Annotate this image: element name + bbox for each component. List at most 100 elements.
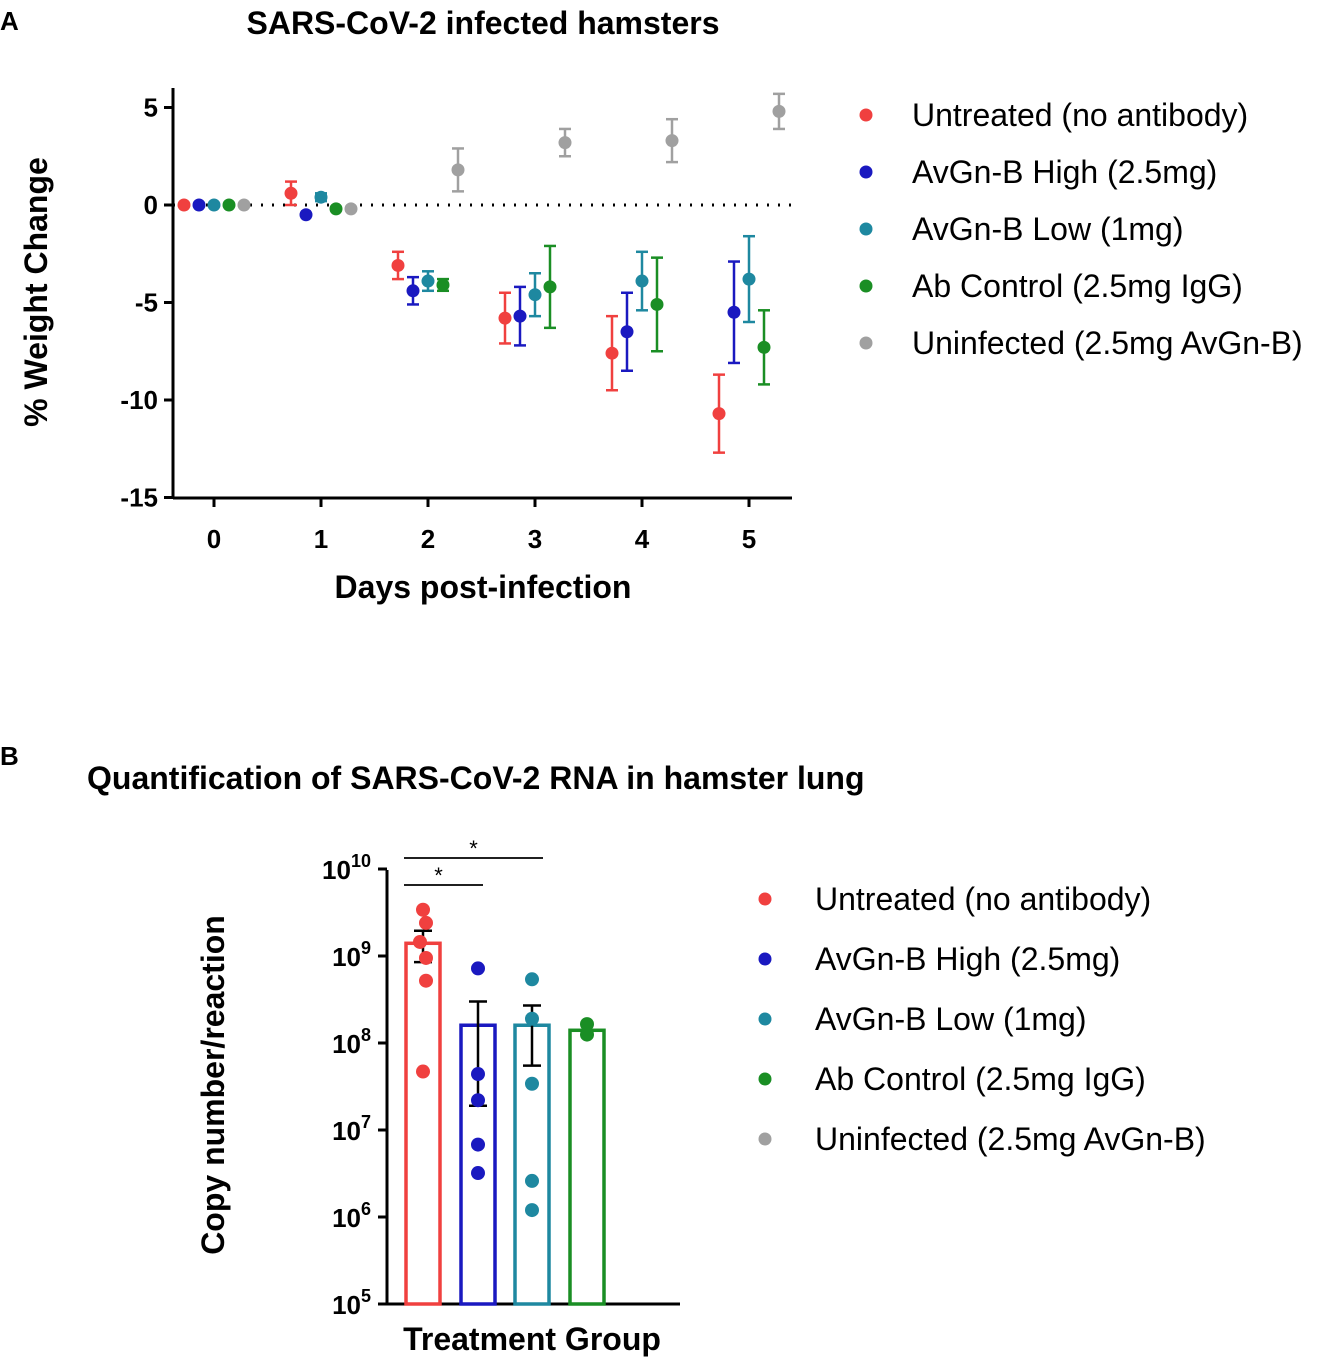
y-tick-base: 10 [332, 942, 361, 972]
data-point [605, 346, 619, 360]
bar [513, 1023, 551, 1306]
data-point [635, 274, 649, 288]
legend-marker [859, 336, 873, 350]
y-tick-label: 108 [332, 1025, 371, 1059]
legend-marker [758, 892, 772, 906]
data-point [471, 1093, 485, 1108]
y-tick-label: 107 [332, 1112, 371, 1146]
data-point [650, 297, 664, 311]
data-point [177, 198, 191, 212]
data-point [329, 202, 343, 216]
data-point [416, 1064, 430, 1079]
data-point [406, 284, 420, 298]
data-point [513, 309, 527, 323]
y-tick-base: 10 [332, 1290, 361, 1320]
data-point [421, 274, 435, 288]
panel-b-label: B [0, 741, 19, 771]
legend-marker [758, 1072, 772, 1086]
panel-a-y-ticks: 5 0 -5 -10 -15 [120, 93, 173, 513]
y-tick-label: 105 [332, 1286, 371, 1320]
data-point [237, 198, 251, 212]
panel-b: B Quantification of SARS-CoV-2 RNA in ha… [0, 741, 1206, 1357]
data-point [742, 272, 756, 286]
legend-label: AvGn-B Low (1mg) [815, 1001, 1087, 1037]
y-tick-exponent: 7 [361, 1112, 371, 1132]
y-tick-label: 5 [144, 93, 158, 123]
legend-marker [859, 279, 873, 293]
legend-label: Uninfected (2.5mg AvGn-B) [912, 325, 1303, 361]
data-point [419, 915, 433, 930]
legend-label: AvGn-B High (2.5mg) [912, 154, 1217, 190]
y-tick-base: 10 [332, 1203, 361, 1233]
y-tick-base: 10 [322, 855, 351, 885]
y-tick-label: 109 [332, 938, 371, 972]
legend-marker [758, 1012, 772, 1026]
data-point [580, 1027, 594, 1042]
panel-b-legend: Untreated (no antibody) AvGn-B High (2.5m… [758, 881, 1206, 1157]
data-point [665, 134, 679, 148]
data-point [391, 258, 405, 272]
y-tick-exponent: 10 [351, 851, 371, 871]
data-point [299, 208, 313, 222]
legend-marker [859, 165, 873, 179]
data-point [284, 186, 298, 200]
x-tick-label: 3 [528, 524, 542, 554]
y-tick-label: 106 [332, 1199, 371, 1233]
data-point [344, 202, 358, 216]
legend-label: Ab Control (2.5mg IgG) [912, 268, 1243, 304]
panel-a-title: SARS-CoV-2 infected hamsters [246, 5, 719, 41]
panel-a-legend: Untreated (no antibody) AvGn-B High (2.5m… [859, 97, 1303, 361]
data-point [207, 198, 221, 212]
panel-b-bars [404, 929, 606, 1306]
legend-label: AvGn-B High (2.5mg) [815, 941, 1120, 977]
data-point [727, 305, 741, 319]
data-point [498, 311, 512, 325]
panel-b-significance-brackets: ** [404, 836, 543, 888]
legend-label: Ab Control (2.5mg IgG) [815, 1061, 1146, 1097]
x-tick-label: 4 [635, 524, 650, 554]
data-point [528, 288, 542, 302]
x-tick-label: 0 [207, 524, 221, 554]
data-point [451, 163, 465, 177]
significance-star: * [469, 836, 478, 861]
data-point [416, 902, 430, 917]
data-point [222, 198, 236, 212]
data-point [525, 972, 539, 987]
data-point [471, 1166, 485, 1181]
data-point [712, 407, 726, 421]
panel-a-x-ticks: 0 1 2 3 4 5 [207, 498, 756, 554]
data-point [772, 104, 786, 118]
data-point [543, 280, 557, 294]
y-tick-label: 1010 [322, 851, 371, 885]
bar [404, 941, 442, 1306]
data-point [419, 973, 433, 988]
legend-marker [758, 1132, 772, 1146]
data-point [471, 1067, 485, 1082]
panel-b-y-axis-label: Copy number/reaction [195, 915, 231, 1255]
data-point [525, 1173, 539, 1188]
data-point [757, 340, 771, 354]
data-point [471, 1137, 485, 1152]
legend-label: Uninfected (2.5mg AvGn-B) [815, 1121, 1206, 1157]
y-tick-exponent: 6 [361, 1199, 371, 1219]
data-point [471, 961, 485, 976]
x-tick-label: 5 [742, 524, 756, 554]
panel-a-x-axis-label: Days post-infection [335, 569, 632, 605]
data-point [558, 136, 572, 150]
data-point [525, 1076, 539, 1091]
significance-star: * [434, 863, 443, 888]
data-point [192, 198, 206, 212]
x-tick-label: 1 [314, 524, 328, 554]
data-point [436, 278, 450, 292]
y-tick-exponent: 8 [361, 1025, 371, 1045]
panel-a: A SARS-CoV-2 infected hamsters % Weight … [0, 5, 1303, 605]
x-tick-label: 2 [421, 524, 435, 554]
legend-marker [859, 222, 873, 236]
panel-b-points [413, 902, 594, 1218]
y-tick-exponent: 9 [361, 938, 371, 958]
legend-label: AvGn-B Low (1mg) [912, 211, 1184, 247]
legend-marker [758, 952, 772, 966]
data-point [525, 1203, 539, 1218]
